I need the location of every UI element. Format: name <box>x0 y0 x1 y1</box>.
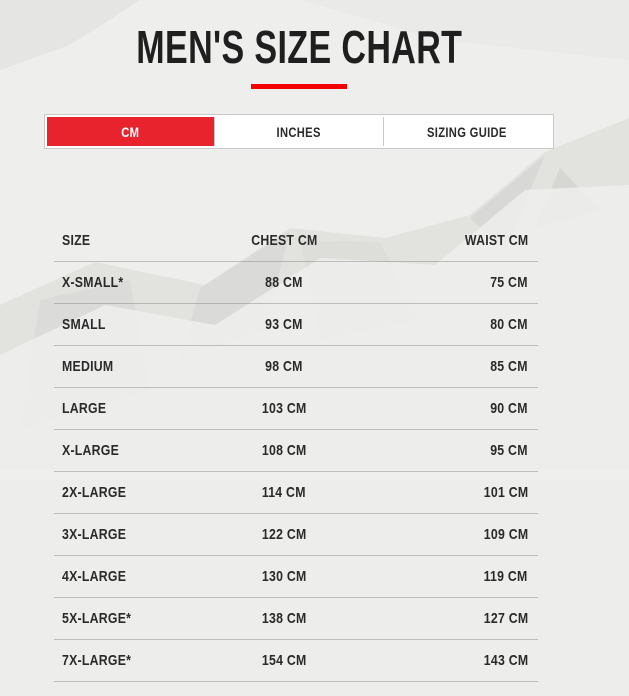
chest-cell: 93 CM <box>265 316 303 333</box>
title-underline-accent <box>251 84 347 89</box>
chest-cell: 138 CM <box>261 610 307 627</box>
waist-cell: 85 CM <box>490 358 528 375</box>
waist-cell: 101 CM <box>483 484 528 501</box>
waist-cell: 127 CM <box>483 610 528 627</box>
chest-cell: 98 CM <box>265 358 303 375</box>
table-row: X-LARGE 108 CM 95 CM <box>54 430 538 472</box>
tab-cm[interactable]: CM <box>47 117 215 146</box>
size-cell: 3X-LARGE <box>62 526 127 543</box>
size-table: SIZE CHEST CM WAIST CM X-SMALL* 88 CM 75… <box>54 220 538 682</box>
chest-cell: 114 CM <box>261 484 306 501</box>
header-size: SIZE <box>62 232 91 249</box>
size-cell: 5X-LARGE* <box>62 610 132 627</box>
table-row: 2X-LARGE 114 CM 101 CM <box>54 472 538 514</box>
tab-sizing-guide[interactable]: SIZING GUIDE <box>382 117 551 146</box>
size-cell: 7X-LARGE* <box>62 652 132 669</box>
chest-cell: 154 CM <box>261 652 307 669</box>
page-title: MEN'S SIZE CHART <box>135 21 463 73</box>
waist-cell: 109 CM <box>483 526 528 543</box>
waist-cell: 119 CM <box>484 568 528 585</box>
chest-cell: 122 CM <box>261 526 307 543</box>
size-cell: 2X-LARGE <box>62 484 127 501</box>
chest-cell: 88 CM <box>265 274 303 291</box>
waist-cell: 143 CM <box>483 652 528 669</box>
tab-inches[interactable]: INCHES <box>214 117 383 146</box>
waist-cell: 90 CM <box>490 400 528 417</box>
header-waist-cm: WAIST CM <box>464 232 528 249</box>
unit-tab-bar: CM INCHES SIZING GUIDE <box>44 114 554 149</box>
chest-cell: 103 CM <box>261 400 307 417</box>
chest-cell: 108 CM <box>261 442 307 459</box>
waist-cell: 80 CM <box>490 316 528 333</box>
waist-cell: 95 CM <box>490 442 528 459</box>
waist-cell: 75 CM <box>490 274 528 291</box>
size-cell: X-LARGE <box>62 442 120 459</box>
table-row: MEDIUM 98 CM 85 CM <box>54 346 538 388</box>
size-cell: SMALL <box>62 316 106 333</box>
table-row: 7X-LARGE* 154 CM 143 CM <box>54 640 538 682</box>
table-row: 3X-LARGE 122 CM 109 CM <box>54 514 538 556</box>
table-header-row: SIZE CHEST CM WAIST CM <box>54 220 538 262</box>
size-cell: X-SMALL* <box>62 274 124 291</box>
chest-cell: 130 CM <box>261 568 307 585</box>
size-cell: 4X-LARGE <box>62 568 127 585</box>
size-cell: MEDIUM <box>62 358 114 375</box>
table-row: SMALL 93 CM 80 CM <box>54 304 538 346</box>
table-row: 4X-LARGE 130 CM 119 CM <box>54 556 538 598</box>
table-row: 5X-LARGE* 138 CM 127 CM <box>54 598 538 640</box>
size-cell: LARGE <box>62 400 107 417</box>
table-row: LARGE 103 CM 90 CM <box>54 388 538 430</box>
header-chest-cm: CHEST CM <box>250 232 317 249</box>
table-row: X-SMALL* 88 CM 75 CM <box>54 262 538 304</box>
